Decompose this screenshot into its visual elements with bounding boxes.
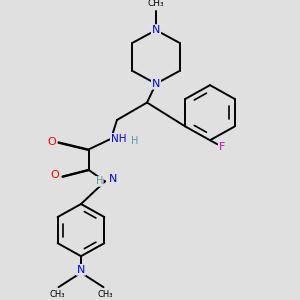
Text: N: N — [109, 174, 118, 184]
Text: CH₃: CH₃ — [97, 290, 113, 299]
Text: H: H — [131, 136, 138, 146]
Text: N: N — [152, 79, 160, 89]
Text: CH₃: CH₃ — [148, 0, 164, 8]
Text: CH₃: CH₃ — [49, 290, 65, 299]
Text: NH: NH — [111, 134, 126, 144]
Text: O: O — [47, 137, 56, 147]
Text: F: F — [219, 142, 225, 152]
Text: O: O — [50, 170, 59, 180]
Text: N: N — [152, 25, 160, 35]
Text: N: N — [77, 265, 85, 275]
Text: H: H — [96, 176, 103, 186]
